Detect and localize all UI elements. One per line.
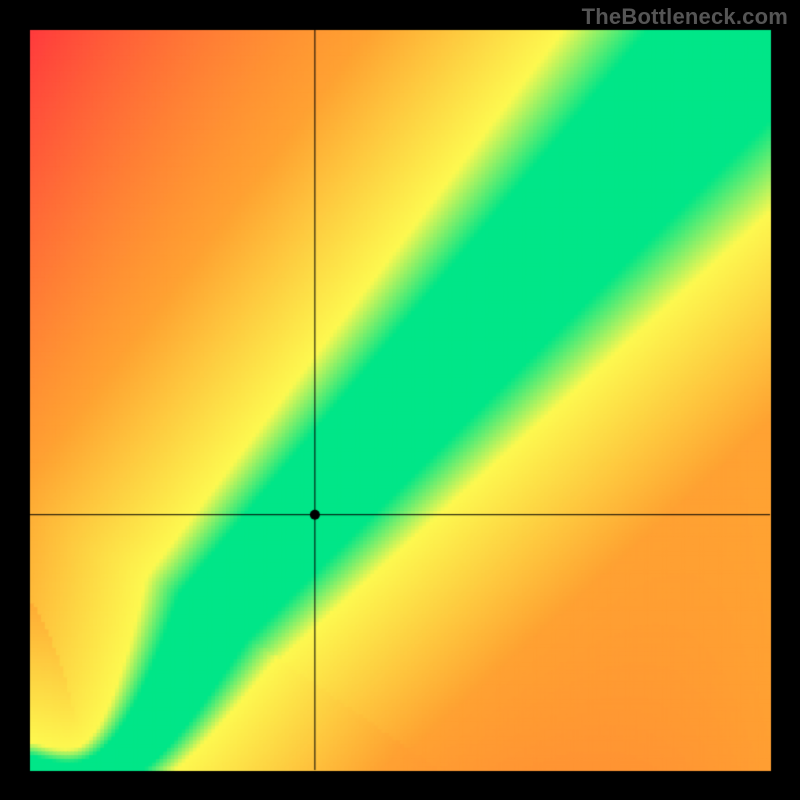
chart-container: TheBottleneck.com	[0, 0, 800, 800]
heatmap-canvas	[0, 0, 800, 800]
watermark-text: TheBottleneck.com	[582, 4, 788, 30]
